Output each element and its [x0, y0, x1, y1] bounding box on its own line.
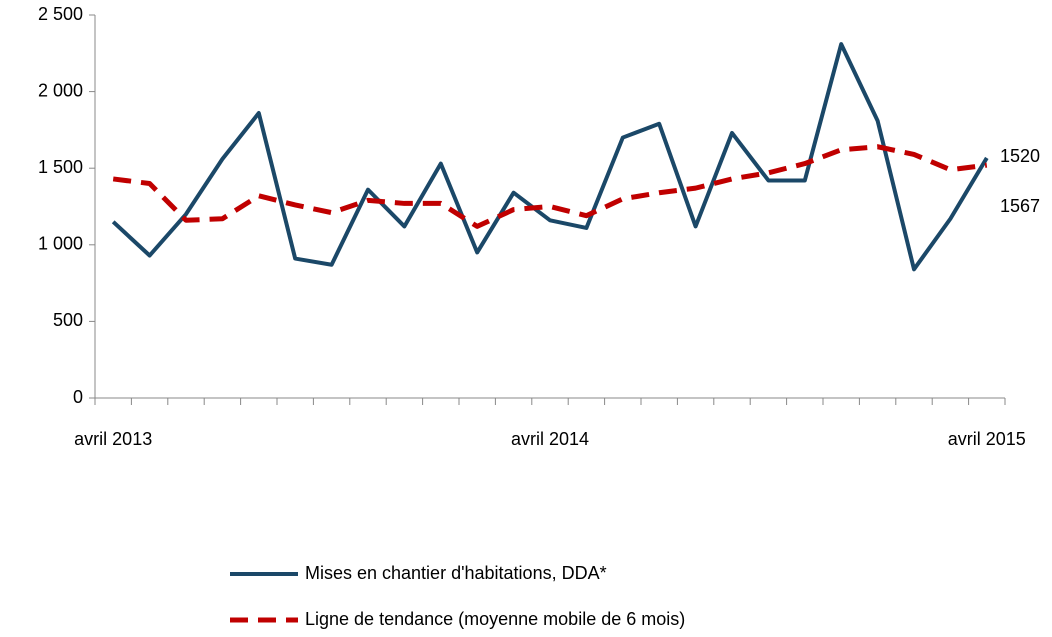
annotation: 1520	[1000, 146, 1040, 166]
y-tick-label: 500	[53, 310, 83, 330]
series-line	[111, 42, 989, 272]
y-tick-label: 0	[73, 387, 83, 407]
legend-label: Ligne de tendance (moyenne mobile de 6 m…	[305, 609, 685, 629]
x-tick-label: avril 2015	[948, 429, 1026, 449]
y-tick-label: 2 500	[38, 4, 83, 24]
series-line	[112, 144, 988, 229]
y-tick-label: 2 000	[38, 80, 83, 100]
x-tick-label: avril 2013	[74, 429, 152, 449]
x-tick-label: avril 2014	[511, 429, 589, 449]
annotation: 1567	[1000, 196, 1040, 216]
y-tick-label: 1 000	[38, 234, 83, 254]
legend-label: Mises en chantier d'habitations, DDA*	[305, 563, 607, 583]
y-tick-label: 1 500	[38, 157, 83, 177]
